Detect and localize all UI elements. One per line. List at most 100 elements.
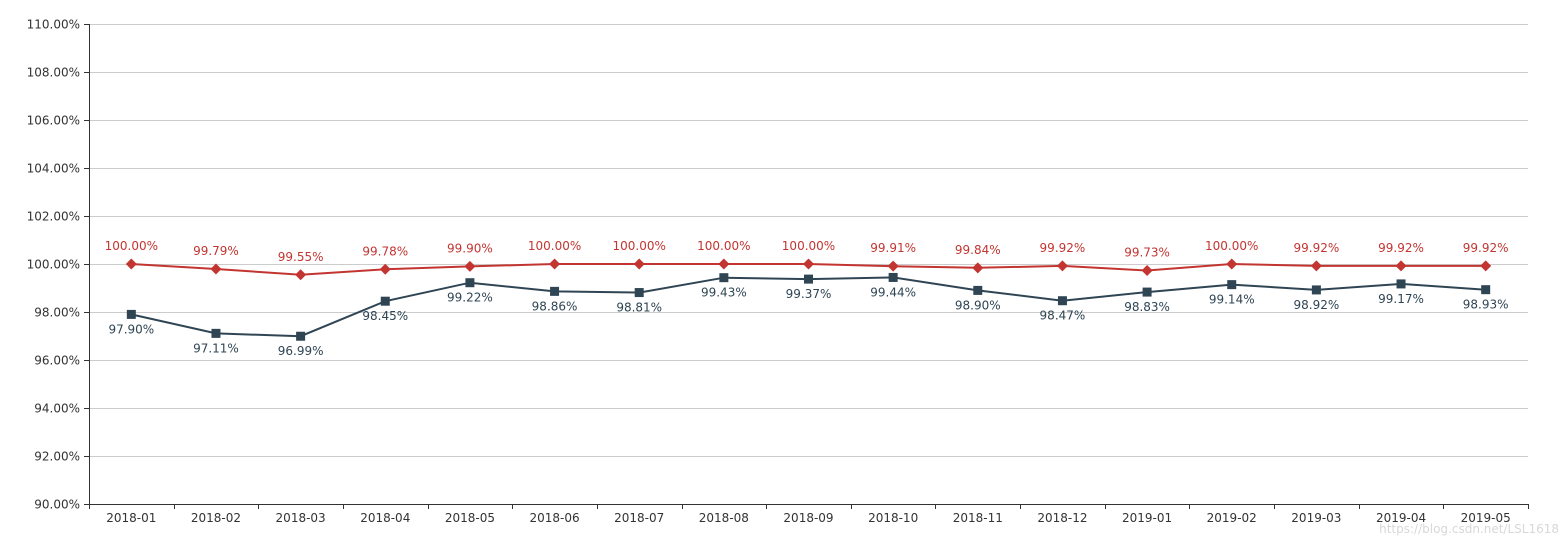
x-tick-label: 2018-05 [445,511,495,525]
y-tick-label: 98.00% [34,306,80,320]
data-label: 99.22% [447,291,493,305]
y-tick-label: 104.00% [27,162,80,176]
data-label: 98.83% [1124,300,1170,314]
x-tick-label: 2019-04 [1376,511,1426,525]
data-point-marker [465,278,475,288]
data-point-marker [295,269,307,281]
axes: 90.00% 92.00% 94.00% 96.00% 98.00% 100.00% 102… [27,18,1529,525]
data-point-marker [1142,287,1152,297]
x-tick-label: 2019-03 [1291,511,1341,525]
data-point-marker [549,258,561,270]
x-tick-label: 2018-08 [699,511,749,525]
data-point-marker [1057,296,1067,306]
data-label: 98.90% [955,298,1001,312]
data-point-marker [211,328,221,338]
data-point-marker [550,286,560,296]
data-point-marker [972,262,984,274]
series-2: 97.90% 97.11% 96.99% 98.45% 99.22% 98.86% 98.8… [108,272,1509,358]
data-label: 98.92% [1293,298,1339,312]
x-tick-label: 2018-09 [783,511,833,525]
data-point-marker [1141,264,1153,276]
y-tick-label: 94.00% [34,402,80,416]
x-tick-label: 2018-01 [106,511,156,525]
data-label: 99.17% [1378,292,1424,306]
data-label: 99.91% [870,241,916,255]
data-label: 100.00% [613,239,666,253]
data-label: 98.47% [1040,309,1086,323]
data-point-marker [1481,285,1491,295]
data-point-marker [379,263,391,275]
data-point-marker [1227,280,1237,290]
data-label: 98.86% [532,299,578,313]
y-tick-label: 90.00% [34,498,80,512]
data-label: 99.92% [1378,241,1424,255]
data-point-marker [1395,260,1407,272]
data-label: 99.44% [870,285,916,299]
series-layer: 100.00% 99.79% 99.55% 99.78% 99.90% 100.00% 10… [105,239,1509,358]
data-point-marker [719,273,729,283]
data-point-marker [1480,260,1492,272]
series-1: 100.00% 99.79% 99.55% 99.78% 99.90% 100.00% 10… [105,239,1509,281]
x-tick-label: 2019-02 [1207,511,1257,525]
data-label: 97.11% [193,341,239,355]
y-tick-label: 110.00% [27,18,80,32]
y-tick-label: 100.00% [27,258,80,272]
x-tick-label: 2018-07 [614,511,664,525]
data-point-marker [633,258,645,270]
data-point-marker [718,258,730,270]
data-point-marker [1311,285,1321,295]
data-label: 98.93% [1463,298,1509,312]
watermark-text: https://blog.csdn.net/LSL1618 [1379,522,1559,536]
data-point-marker [1310,260,1322,272]
data-label: 99.92% [1040,241,1086,255]
x-tick-label: 2019-05 [1461,511,1511,525]
data-point-marker [296,331,306,341]
data-label: 99.92% [1463,241,1509,255]
data-label: 99.14% [1209,293,1255,307]
y-tick-label: 102.00% [27,210,80,224]
data-point-marker [804,274,813,284]
data-label: 99.55% [278,250,324,264]
data-label: 99.90% [447,241,493,255]
data-point-marker [380,296,390,306]
x-tick-label: 2018-06 [529,511,579,525]
y-tick-label: 108.00% [27,66,80,80]
x-tick-label: 2019-01 [1122,511,1172,525]
y-tick-label: 92.00% [34,450,80,464]
data-label: 100.00% [105,239,158,253]
data-label: 99.78% [362,244,408,258]
x-tick-label: 2018-02 [191,511,241,525]
data-label: 100.00% [782,239,835,253]
data-point-marker [803,258,814,270]
data-point-marker [125,258,137,270]
data-point-marker [1056,260,1068,272]
data-label: 99.79% [193,244,239,258]
data-point-marker [126,309,136,319]
data-point-marker [634,288,644,298]
x-tick-label: 2018-11 [953,511,1003,525]
data-point-marker [464,260,476,272]
data-label: 97.90% [108,322,154,336]
data-label: 99.37% [786,287,832,301]
x-tick-label: 2018-12 [1037,511,1087,525]
data-point-marker [1396,279,1406,289]
data-label: 96.99% [278,344,324,358]
data-point-marker [1226,258,1238,270]
y-tick-label: 96.00% [34,354,80,368]
data-label: 99.73% [1124,245,1170,259]
data-point-marker [973,285,983,295]
x-tick-label: 2018-04 [360,511,410,525]
data-label: 99.92% [1293,241,1339,255]
data-label: 99.43% [701,286,747,300]
x-tick-label: 2018-10 [868,511,918,525]
data-label: 100.00% [697,239,750,253]
data-label: 98.45% [362,309,408,323]
x-tick-label: 2018-03 [276,511,326,525]
data-label: 100.00% [1205,239,1258,253]
data-point-marker [210,263,222,275]
y-tick-label: 106.00% [27,114,80,128]
data-label: 99.84% [955,243,1001,257]
data-label: 98.81% [616,301,662,315]
data-label: 100.00% [528,239,581,253]
